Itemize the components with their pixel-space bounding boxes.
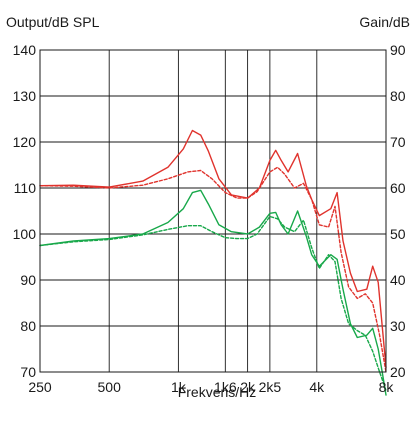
y-right-tick-label: 70 bbox=[390, 134, 406, 150]
gain-dashed-series-line bbox=[39, 215, 387, 392]
y-right-tick-label: 30 bbox=[390, 318, 406, 334]
y-right-tick-label: 50 bbox=[390, 226, 406, 242]
series-group bbox=[39, 129, 387, 396]
x-tick-label: 1k6 bbox=[214, 379, 237, 395]
x-tick-label: 8k bbox=[379, 379, 395, 395]
y-left-tick-label: 90 bbox=[20, 272, 36, 288]
output-solid-series-line bbox=[39, 129, 387, 369]
tick-labels: 250 500 1k 1k6 2k 2k5 4k 8k 70 20 80 30 90 40 100 50 110… bbox=[13, 42, 406, 395]
plot-frame bbox=[39, 49, 387, 373]
gain-solid-series-line bbox=[39, 189, 387, 396]
x-tick-label: 500 bbox=[98, 379, 122, 395]
x-tick-label: 4k bbox=[309, 379, 325, 395]
y-right-tick-label: 80 bbox=[390, 88, 406, 104]
y-right-tick-label: 90 bbox=[390, 42, 406, 58]
right-axis-title: Gain/dB bbox=[359, 14, 410, 30]
x-tick-label: 2k5 bbox=[259, 379, 282, 395]
grid bbox=[40, 50, 386, 372]
y-left-tick-label: 120 bbox=[13, 134, 37, 150]
y-left-tick-label: 110 bbox=[14, 180, 37, 196]
x-tick-label: 1k bbox=[171, 379, 187, 395]
y-left-tick-label: 70 bbox=[20, 364, 36, 380]
y-right-tick-label: 60 bbox=[390, 180, 406, 196]
x-axis-title: Frekvens/Hz bbox=[178, 384, 257, 400]
y-right-tick-label: 20 bbox=[390, 364, 406, 380]
y-right-tick-label: 40 bbox=[390, 272, 406, 288]
y-left-tick-label: 100 bbox=[13, 226, 37, 242]
x-tick-label: 250 bbox=[28, 379, 52, 395]
left-axis-title: Output/dB SPL bbox=[6, 14, 100, 30]
y-left-tick-label: 130 bbox=[13, 88, 37, 104]
x-tick-label: 2k bbox=[240, 379, 256, 395]
output-dashed-series-line bbox=[39, 166, 387, 373]
y-left-tick-label: 140 bbox=[13, 42, 37, 58]
y-left-tick-label: 80 bbox=[20, 318, 36, 334]
